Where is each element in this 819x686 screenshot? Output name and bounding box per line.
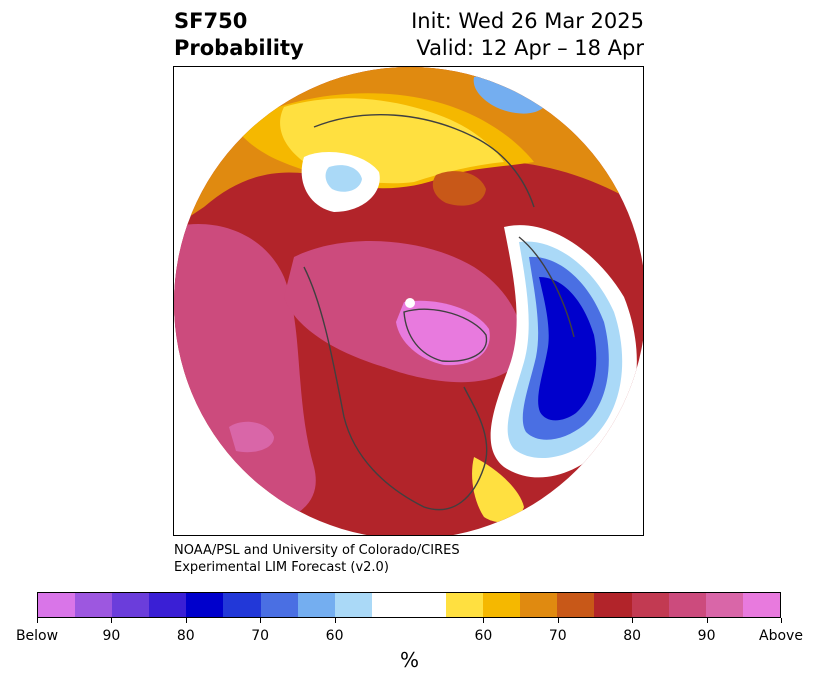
colorbar-tick-mark [185, 618, 187, 623]
title-right: Init: Wed 26 Mar 2025 Valid: 12 Apr – 18… [411, 8, 644, 62]
colorbar-tick-label: Below [15, 628, 59, 644]
colorbar-cell [742, 593, 780, 617]
colorbar-tick-label: 60 [325, 628, 344, 644]
atlantic-coast-yellow [472, 457, 524, 523]
colorbar-cell [705, 593, 743, 617]
colorbar-tick-mark [37, 618, 38, 623]
coastline-north-america [303, 266, 488, 511]
colorbar-tick-mark [334, 618, 336, 623]
colorbar-cell [223, 593, 261, 617]
coastlines [303, 113, 575, 511]
credit-line-1: NOAA/PSL and University of Colorado/CIRE… [174, 543, 460, 558]
colorbar-ticks: Below 90 80 70 60 60 70 80 90 Above [16, 618, 803, 644]
colorbar-cell [520, 593, 558, 617]
colorbar-tick-label: 90 [697, 628, 716, 644]
colorbar-tick-label: 90 [102, 628, 121, 644]
colorbar-tick-label: 60 [474, 628, 493, 644]
pacific-maximum [229, 421, 274, 453]
coastline-eurasia [313, 113, 535, 208]
siberia-below [325, 165, 362, 192]
colorbar-tick-mark [557, 618, 559, 623]
variable-name: SF750 [174, 9, 248, 33]
colorbar-cell [112, 593, 150, 617]
north-pole-marker [405, 298, 415, 308]
polar-map [174, 67, 643, 535]
colorbar-tick-label: 80 [623, 628, 642, 644]
coastline-europe [518, 236, 575, 338]
valid-range: Valid: 12 Apr – 18 Apr [416, 36, 644, 60]
colorbar-tick-mark [706, 618, 708, 623]
colorbar-cell [75, 593, 113, 617]
colorbar-cell [186, 593, 224, 617]
colorbar-tick-label: 70 [251, 628, 270, 644]
credit: NOAA/PSL and University of Colorado/CIRE… [174, 542, 460, 576]
map-frame [173, 66, 644, 536]
colorbar-cell [557, 593, 595, 617]
colorbar-tick-mark [111, 618, 113, 623]
colorbar-cell [334, 593, 372, 617]
colorbar-cell [149, 593, 187, 617]
colorbar-tick-label: Above [759, 628, 803, 644]
colorbar-cell [631, 593, 669, 617]
colorbar-cell [371, 593, 447, 617]
colorbar-cell [38, 593, 76, 617]
colorbar-cell [260, 593, 298, 617]
colorbar-tick-label: 80 [176, 628, 195, 644]
colorbar-tick-mark [483, 618, 485, 623]
colorbar-tick-mark [632, 618, 634, 623]
forecast-field [174, 67, 643, 535]
colorbar-tick-mark [260, 618, 262, 623]
title-left: SF750 Probability [174, 8, 304, 62]
colorbar-cell [297, 593, 335, 617]
colorbar-tick-label: 70 [548, 628, 567, 644]
colorbar-cell [446, 593, 484, 617]
arctic-blue [473, 76, 544, 114]
colorbar-cell [668, 593, 706, 617]
variable-type: Probability [174, 36, 304, 60]
colorbar-cell [594, 593, 632, 617]
region-north-atlantic [538, 277, 597, 421]
colorbar-cell [483, 593, 521, 617]
colorbar-tick-mark [781, 618, 782, 623]
colorbar [37, 592, 781, 618]
colorbar-label: % [399, 648, 419, 672]
europe-orange [432, 171, 486, 206]
credit-line-2: Experimental LIM Forecast (v2.0) [174, 560, 389, 575]
init-date: Init: Wed 26 Mar 2025 [411, 9, 644, 33]
coastline-greenland [403, 308, 488, 362]
